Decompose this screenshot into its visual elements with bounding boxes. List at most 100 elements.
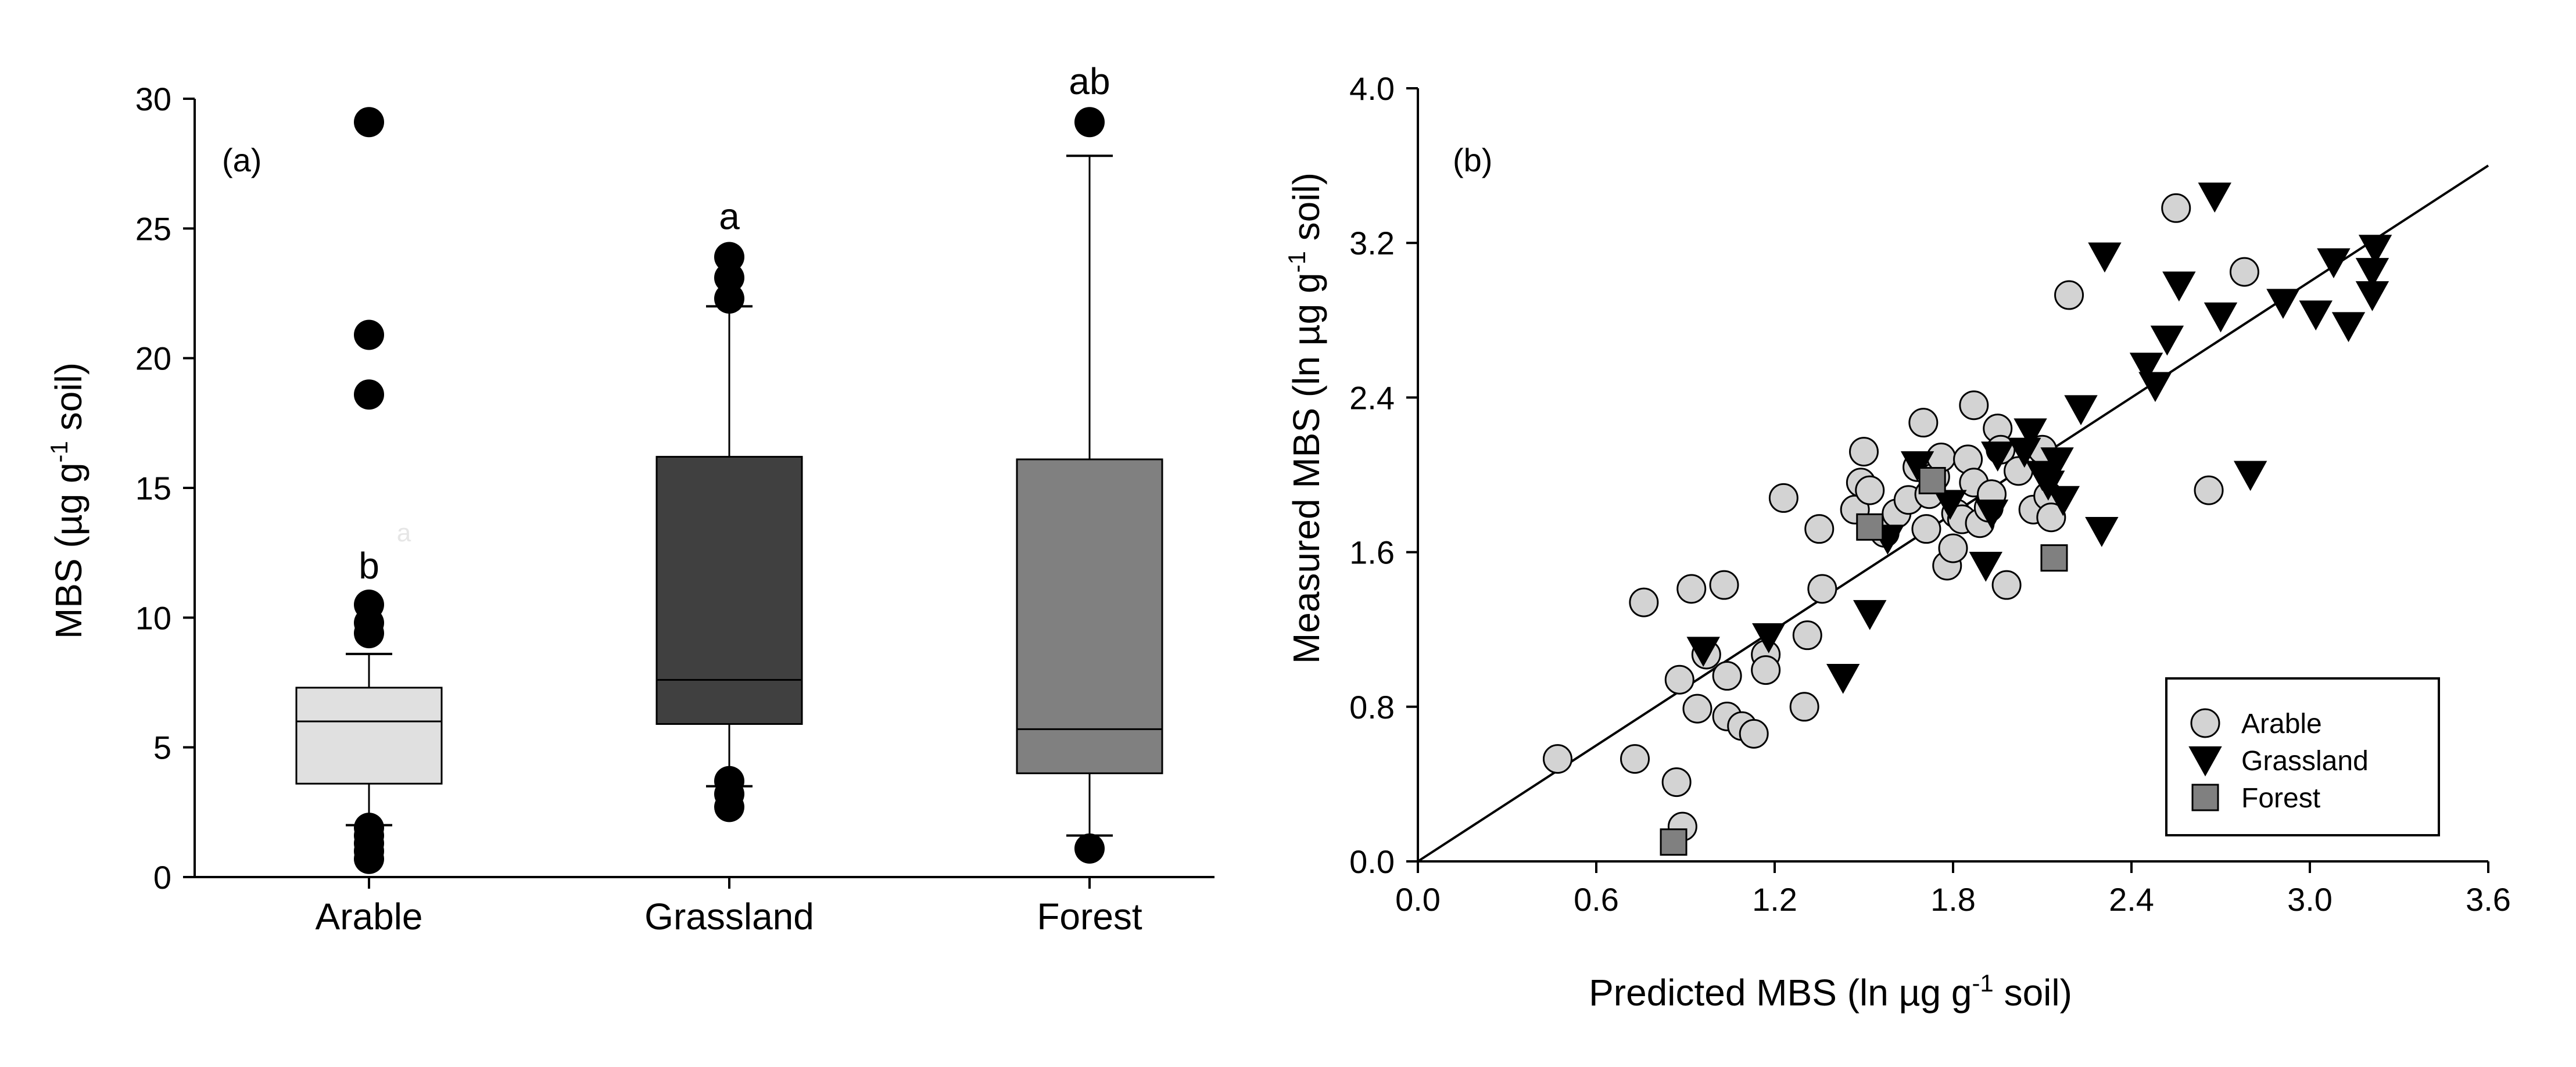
x-tick-label-b: 3.0: [2287, 881, 2333, 918]
significance-letter: b: [359, 545, 379, 587]
arable-point: [1849, 437, 1879, 467]
outlier-point: [714, 792, 744, 822]
iqr-box: [1016, 458, 1163, 774]
grassland-point: [2064, 395, 2098, 426]
arable-point: [1661, 767, 1692, 797]
faint-mark-a: a: [397, 519, 411, 547]
panel-b-scatter: 0.0 0.8 1.6 2.4 3.2 4.0 0.0 0.6 1.2 1.8 2.4 3.0 3.6…: [1283, 70, 2511, 1014]
x-tick-label-b: 3.6: [2466, 881, 2511, 918]
grassland-point: [2138, 372, 2172, 403]
y-tick-label-a: 5: [153, 730, 171, 766]
grassland-point: [2150, 325, 2184, 356]
outlier-point: [1074, 107, 1105, 138]
category-label: Grassland: [644, 896, 814, 937]
outlier-point: [354, 618, 384, 649]
y-axis-title-a-sup: -1: [45, 441, 73, 462]
x-tick-label-b: 1.2: [1752, 881, 1797, 918]
y-tick-label-a: 30: [135, 81, 171, 117]
arable-point: [1712, 661, 1742, 691]
arable-point: [2194, 475, 2224, 505]
significance-letter: a: [719, 195, 740, 237]
box-forest: ab: [1016, 60, 1163, 864]
x-axis-title-b-main: Predicted MBS (ln µg g: [1589, 972, 1972, 1014]
legend-label-arable: Arable: [2241, 709, 2322, 739]
y-tick-label-a: 20: [135, 340, 171, 377]
arable-point: [2036, 502, 2066, 533]
x-tick-label-b: 1.8: [1930, 881, 1976, 918]
outlier-point: [354, 379, 384, 410]
arable-point: [1542, 744, 1572, 774]
forest-point: [1918, 466, 1946, 494]
arable-point: [1751, 655, 1781, 685]
x-tick-label-b: 0.0: [1395, 881, 1441, 918]
y-axis-title-a-main: MBS (µg g: [48, 462, 89, 639]
outlier-point: [714, 283, 744, 314]
arable-point: [1938, 533, 1968, 563]
y-tick-label-a: 0: [153, 859, 171, 896]
legend-label-forest: Forest: [2241, 783, 2320, 814]
panel-label-a: (a): [222, 142, 261, 178]
x-ticks-b: 0.0 0.6 1.2 1.8 2.4 3.0 3.6: [1395, 861, 2511, 918]
grassland-point: [2204, 302, 2238, 333]
outlier-point: [354, 107, 384, 138]
outlier-point: [354, 843, 384, 874]
legend-label-grassland: Grassland: [2241, 746, 2369, 777]
grassland-point: [2088, 242, 2122, 273]
x-tick-label-b: 0.6: [1574, 881, 1619, 918]
grassland-point: [1900, 451, 1934, 482]
forest-point: [2040, 544, 2068, 572]
x-tick-label-b: 2.4: [2109, 881, 2154, 918]
grassland-point: [1933, 490, 1967, 520]
grassland-point: [1826, 663, 1860, 694]
box-grassland: a: [655, 195, 803, 822]
arable-point: [1664, 664, 1694, 695]
y-tick-label-b: 0.8: [1349, 689, 1395, 725]
arable-point: [1620, 744, 1650, 774]
y-tick-label-a: 25: [135, 210, 171, 247]
x-axis-title-b: Predicted MBS (ln µg g-1 soil): [1589, 969, 2072, 1014]
arable-point: [1991, 570, 2022, 600]
arable-point: [1911, 514, 1941, 544]
panel-label-b: (b): [1453, 142, 1492, 178]
x-axis-title-b-sup: -1: [1972, 969, 1993, 997]
outlier-point: [354, 319, 384, 350]
arable-point: [2054, 280, 2084, 310]
series-arable: [1542, 193, 2259, 842]
grassland-point: [2358, 235, 2392, 265]
arable-point: [2161, 193, 2191, 223]
category-label: Arable: [316, 896, 423, 937]
grassland-point: [1969, 551, 2002, 582]
y-tick-label-b: 3.2: [1349, 225, 1395, 261]
forest-point: [1856, 513, 1884, 541]
y-axis-title-b: Measured MBS (ln µg g-1 soil): [1283, 173, 1327, 664]
y-tick-label-a: 15: [135, 470, 171, 506]
arable-point: [1908, 408, 1939, 438]
significance-letter: ab: [1069, 60, 1110, 102]
arable-point: [1807, 574, 1837, 604]
y-axis-title-b-main: Measured MBS (ln µg g: [1285, 272, 1327, 664]
forest-point: [1660, 828, 1688, 856]
y-ticks-a: 0 5 10 15 20 25 30: [135, 81, 195, 896]
grassland-point: [2008, 437, 2041, 468]
arable-point: [1792, 620, 1822, 651]
grassland-point: [2046, 486, 2080, 516]
grassland-point: [2266, 289, 2300, 319]
legend-marker-forest: [2191, 784, 2219, 811]
category-label: Forest: [1037, 896, 1142, 937]
outlier-point: [714, 242, 744, 272]
arable-point: [1682, 694, 1712, 724]
y-axis-title-a: MBS (µg g-1 soil): [45, 362, 89, 639]
grassland-point: [1686, 637, 1720, 667]
grassland-point: [2331, 312, 2366, 342]
legend-marker-arable: [2190, 708, 2220, 738]
legend-items: Arable Grassland Forest: [2188, 708, 2369, 814]
grassland-point: [1853, 600, 1887, 630]
arable-point: [1739, 718, 1769, 749]
y-tick-label-b: 4.0: [1349, 70, 1395, 107]
y-axis-title-b-tail: soil): [1285, 173, 1327, 251]
grassland-point: [2032, 470, 2065, 501]
y-axis-title-b-sup: -1: [1283, 251, 1310, 272]
